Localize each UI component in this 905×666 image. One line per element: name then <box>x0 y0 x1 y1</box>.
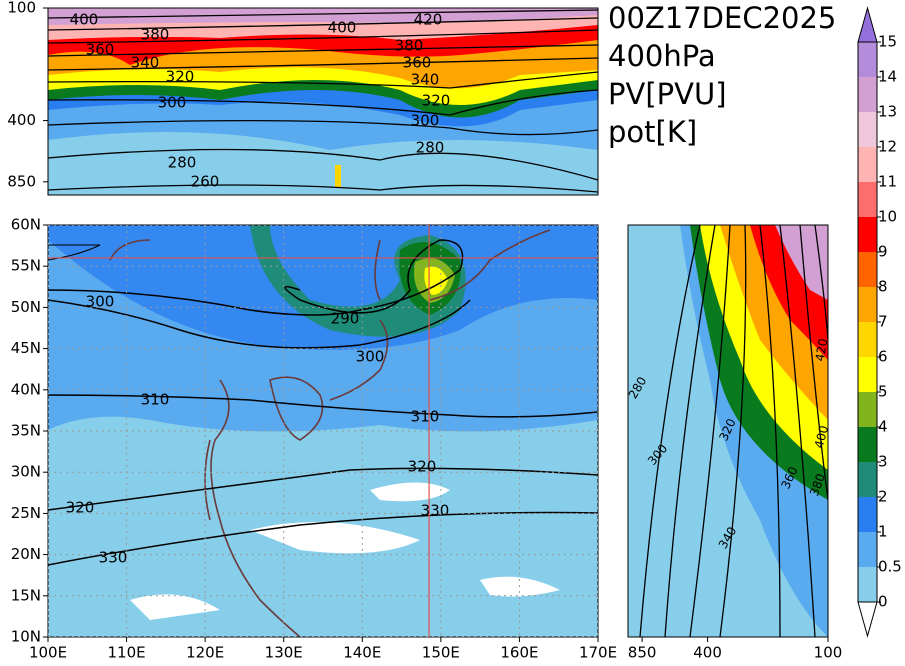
colorbar-box <box>858 462 877 497</box>
contour-label: 380 <box>141 26 170 44</box>
x-tick-label: 150E <box>422 644 460 662</box>
colorbar-label: 8 <box>878 278 888 296</box>
contour-label: 320 <box>166 68 195 86</box>
contour-label: 320 <box>66 499 95 517</box>
colorbar-extend-over <box>857 6 878 43</box>
colorbar-box <box>858 532 877 567</box>
y-tick-label: 55N <box>11 257 41 275</box>
colorbar-box <box>858 322 877 357</box>
x-tick-label: 140E <box>343 644 381 662</box>
contour-label: 310 <box>411 408 440 426</box>
colorbar-label: 13 <box>878 103 897 121</box>
contour-label: 290 <box>331 310 360 328</box>
colorbar-label: 3 <box>878 453 888 471</box>
colorbar-label: 11 <box>878 173 897 191</box>
colorbar-box <box>858 427 877 462</box>
colorbar-label: 10 <box>878 208 897 226</box>
x-tick-label: 850 <box>628 644 657 662</box>
contour-label: 330 <box>421 502 450 520</box>
contour-label: 400 <box>328 19 357 37</box>
right-shading <box>628 225 828 637</box>
y-tick-label: 30N <box>11 463 41 481</box>
contour-label: 300 <box>86 293 115 311</box>
colorbar-extend-under <box>857 601 878 638</box>
colorbar-box <box>858 112 877 147</box>
colorbar-box <box>858 252 877 287</box>
top-shading <box>48 8 598 195</box>
colorbar-box <box>858 147 877 182</box>
x-tick-label: 170E <box>579 644 617 662</box>
y-tick-label: 400 <box>7 111 36 129</box>
y-tick-label: 20N <box>11 545 41 563</box>
contour-label: 300 <box>411 112 440 130</box>
colorbar-label: 14 <box>878 68 897 86</box>
map-shading <box>48 225 598 637</box>
colorbar-label: 15 <box>878 33 897 51</box>
colorbar-label: 12 <box>878 138 897 156</box>
contour-label: 310 <box>141 391 170 409</box>
contour-label: 300 <box>356 348 385 366</box>
colorbar-box <box>858 567 877 602</box>
title-line: 400hPa <box>608 39 716 73</box>
y-tick-label: 50N <box>11 298 41 316</box>
contour-label: 300 <box>158 94 187 112</box>
colorbar-label: 1 <box>878 523 888 541</box>
colorbar-label: 0.5 <box>878 558 902 576</box>
y-tick-label: 850 <box>7 172 36 190</box>
y-tick-label: 45N <box>11 339 41 357</box>
colorbar-box <box>858 497 877 532</box>
colorbar-box <box>858 287 877 322</box>
x-tick-label: 130E <box>265 644 303 662</box>
y-tick-label: 60N <box>11 216 41 234</box>
title-line: 00Z17DEC2025 <box>608 1 836 35</box>
y-tick-label: 15N <box>11 586 41 604</box>
y-tick-label: 100 <box>7 0 36 17</box>
contour-label: 280 <box>168 154 197 172</box>
colorbar-box <box>858 182 877 217</box>
contour-label: 420 <box>813 337 831 362</box>
x-tick-label: 100E <box>29 644 67 662</box>
x-tick-label: 160E <box>500 644 538 662</box>
x-tick-label: 120E <box>186 644 224 662</box>
x-tick-label: 400 <box>693 644 722 662</box>
contour-label: 400 <box>812 424 831 450</box>
top-frame <box>47 7 599 196</box>
contour-label: 400 <box>70 11 99 29</box>
colorbar-label: 7 <box>878 313 888 331</box>
colorbar-box <box>858 357 877 392</box>
contour-label: 340 <box>411 71 440 89</box>
contour-label: 380 <box>395 37 424 55</box>
colorbar-box <box>858 77 877 112</box>
contour-label: 320 <box>408 458 437 476</box>
colorbar-box <box>858 42 877 77</box>
y-tick-label: 10N <box>11 628 41 646</box>
colorbar-label: 4 <box>878 418 888 436</box>
contour-label: 340 <box>131 54 160 72</box>
right-frame <box>627 224 829 638</box>
title-line: PV[PVU] <box>608 77 727 111</box>
contour-label: 420 <box>414 11 443 29</box>
colorbar-label: 9 <box>878 243 888 261</box>
contour-label: 360 <box>403 54 432 72</box>
y-tick-label: 40N <box>11 380 41 398</box>
contour-label: 280 <box>416 139 445 157</box>
y-tick-label: 25N <box>11 504 41 522</box>
x-tick-label: 100 <box>814 644 843 662</box>
contour-label: 360 <box>86 41 115 59</box>
contour-label: 320 <box>422 92 451 110</box>
colorbar-label: 0 <box>878 593 888 611</box>
map-grid <box>48 225 598 637</box>
x-tick-label: 110E <box>108 644 146 662</box>
colorbar-box <box>858 217 877 252</box>
colorbar-box <box>858 392 877 427</box>
colorbar-label: 2 <box>878 488 888 506</box>
contour-label: 330 <box>99 549 128 567</box>
colorbar-label: 6 <box>878 348 888 366</box>
title-line: pot[K] <box>608 115 697 149</box>
colorbar-label: 5 <box>878 383 888 401</box>
contour-label: 260 <box>191 173 220 191</box>
y-tick-label: 35N <box>11 422 41 440</box>
